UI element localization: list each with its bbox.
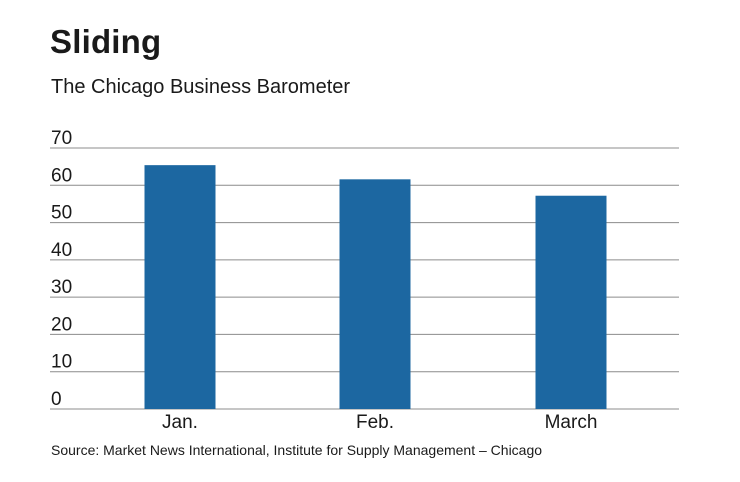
y-tick-label: 40 <box>51 240 72 261</box>
x-axis-category-labels: Jan. Feb. March <box>162 412 597 433</box>
x-category-label: Jan. <box>162 412 198 433</box>
chart-subtitle: The Chicago Business Barometer <box>51 76 351 98</box>
bars <box>144 165 607 409</box>
y-tick-label: 70 <box>51 128 72 149</box>
bar-jan <box>144 165 216 409</box>
y-tick-label: 10 <box>51 352 72 373</box>
y-tick-label: 0 <box>51 389 62 410</box>
bar-march <box>535 195 607 409</box>
y-tick-label: 50 <box>51 203 72 224</box>
y-axis-tick-labels: 0 10 20 30 40 50 60 70 <box>51 128 72 410</box>
y-tick-label: 30 <box>51 277 72 298</box>
bar-feb <box>339 179 411 409</box>
chart-title: Sliding <box>50 23 162 60</box>
x-category-label: March <box>545 412 598 433</box>
y-tick-label: 20 <box>51 314 72 335</box>
y-tick-label: 60 <box>51 165 72 186</box>
source-note: Source: Market News International, Insti… <box>51 442 543 458</box>
x-category-label: Feb. <box>356 412 394 433</box>
